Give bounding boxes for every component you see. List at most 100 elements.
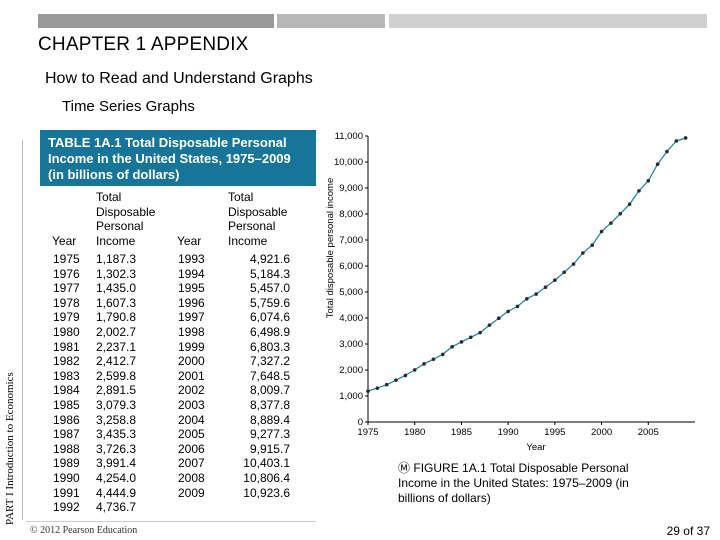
table-cell-year: 1984 [53, 383, 80, 398]
part-side-label: PART I Introduction to Economics [4, 372, 16, 525]
table-cell-year: 1976 [53, 266, 80, 281]
table-cell-income: 3,435.3 [96, 427, 137, 442]
table-cell-income: 1,187.3 [96, 252, 137, 266]
x-tick-label: 1990 [498, 427, 519, 438]
data-point [571, 262, 576, 266]
chapter-title: CHAPTER 1 APPENDIX [38, 34, 249, 55]
y-tick-label: 10,000 [334, 157, 363, 168]
data-point [683, 136, 688, 140]
table-cell-income: 3,079.3 [96, 397, 137, 412]
table-cell-year: 2001 [178, 368, 205, 383]
data-point [674, 139, 679, 143]
table-cell-year: 1985 [53, 397, 80, 412]
table-cell-income: 4,444.9 [96, 485, 137, 500]
table-cell-year: 2005 [178, 427, 205, 442]
table-cell-year: 1998 [178, 324, 205, 339]
table-cell-year: 1982 [53, 354, 80, 369]
table-cell-income: 3,258.8 [96, 412, 137, 427]
x-tick-label: 1975 [357, 427, 378, 438]
table-cell-year: 2003 [178, 397, 205, 412]
y-tick-label: 0 [358, 417, 363, 428]
data-point [581, 251, 585, 255]
y-tick-label: 6,000 [339, 261, 363, 272]
data-point [431, 357, 436, 362]
data-point [403, 373, 408, 378]
header-bar-dark [38, 14, 274, 28]
col-header-year-right: Year [177, 234, 202, 248]
table-cell-year: 1983 [53, 368, 80, 383]
table-cell-year: 1978 [53, 295, 80, 310]
table-cell-year: 1977 [53, 281, 80, 296]
data-point [655, 162, 660, 166]
data-point [562, 270, 566, 275]
table-cell-income: 4,736.7 [96, 500, 137, 515]
table-cell-income: 8,889.4 [249, 412, 290, 427]
data-point [525, 297, 529, 301]
data-point [515, 304, 520, 309]
y-tick-label: 1,000 [339, 391, 363, 402]
data-point [440, 352, 445, 357]
table-cell-income: 10,923.6 [243, 485, 290, 500]
data-point [553, 278, 557, 282]
table-cell-income: 2,599.8 [96, 368, 137, 383]
table-cell-year: 1980 [53, 324, 80, 339]
table-cell-year: 1993 [178, 252, 205, 266]
table-cell-year: 1986 [53, 412, 80, 427]
figure-caption: Ⓜ FIGURE 1A.1 Total Disposable Personal … [398, 461, 668, 506]
data-point [487, 323, 492, 327]
table-cell-year: 1997 [178, 310, 205, 325]
x-tick-label: 1995 [544, 427, 565, 438]
table-cell-year: 2007 [178, 456, 205, 471]
col-header-income-left: Total Disposable Personal Income [96, 190, 156, 248]
table-cell-year: 2008 [178, 470, 205, 485]
x-tick-label: 1980 [404, 427, 425, 438]
data-point [534, 292, 538, 296]
y-tick-label: 7,000 [339, 235, 363, 246]
header-bar-mid [277, 14, 385, 28]
table-cell-income: 5,184.3 [249, 266, 290, 281]
data-point [543, 285, 548, 290]
table-cell-income: 10,806.4 [243, 470, 290, 485]
table-cell-year: 1994 [178, 266, 205, 281]
data-point [497, 316, 501, 321]
table-cell-income: 4,254.0 [96, 470, 137, 485]
data-point [450, 345, 454, 349]
table-cell-year: 1981 [53, 339, 80, 354]
y-axis-title: Total disposable personal income [325, 178, 336, 318]
table-cell-income: 6,803.3 [249, 339, 290, 354]
right-years-column: 1993 1994 1995 1996 1997 1998 1999 2000 2001 2002… [178, 252, 205, 500]
data-point [478, 330, 482, 335]
footer-divider [26, 521, 316, 522]
table-cell-income: 8,009.7 [249, 383, 290, 398]
left-values-column: 1,187.3 1,302.3 1,435.0 1,607.3 1,790.8 2,002… [96, 252, 136, 515]
table-cell-income: 4,921.6 [249, 252, 290, 266]
table-cell-income: 7,327.2 [249, 354, 290, 369]
table-cell-income: 3,991.4 [96, 456, 137, 471]
section-title: Time Series Graphs [62, 98, 195, 115]
table-cell-income: 6,498.9 [249, 324, 290, 339]
table-cell-income: 10,403.1 [243, 456, 290, 471]
data-point [665, 149, 669, 154]
data-point [384, 382, 389, 387]
x-tick-label: 2005 [638, 427, 659, 438]
data-point [637, 189, 641, 193]
table-cell-income: 5,759.6 [249, 295, 290, 310]
chart-axes [367, 136, 695, 423]
table-cell-income: 2,412.7 [96, 354, 137, 369]
data-point [609, 221, 613, 225]
table-cell-income: 2,891.5 [96, 383, 137, 398]
y-tick-label: 9,000 [339, 183, 363, 194]
table-cell-year: 1988 [53, 441, 80, 456]
table-cell-year: 1996 [178, 295, 205, 310]
table-cell-income: 1,435.0 [96, 281, 137, 296]
table-cell-income: 5,457.0 [249, 281, 290, 296]
right-values-column: 4,921.6 5,184.3 5,457.0 5,759.6 6,074.6 6,498… [222, 252, 290, 500]
table-title: TABLE 1A.1 Total Disposable Personal Inc… [40, 130, 316, 186]
table-cell-year: 1995 [178, 281, 205, 296]
table-cell-year: 1990 [53, 470, 80, 485]
table-cell-income: 1,607.3 [96, 295, 137, 310]
table-cell-year: 1999 [178, 339, 205, 354]
y-tick-label: 8,000 [339, 209, 363, 220]
side-divider [22, 140, 23, 520]
data-point [366, 389, 370, 393]
